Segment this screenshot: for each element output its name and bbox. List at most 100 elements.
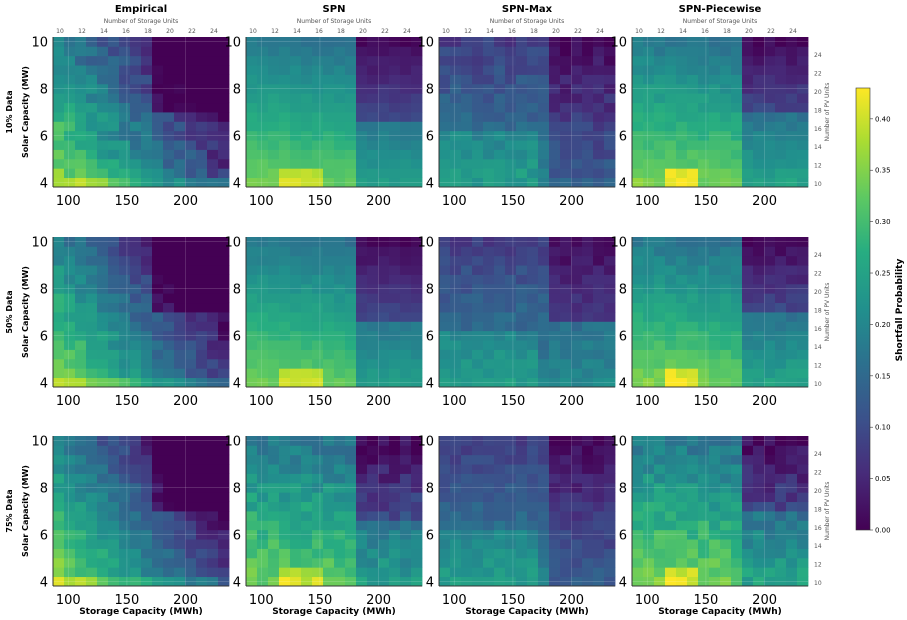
heatmap-cell [64, 454, 76, 465]
heatmap-cell [246, 330, 258, 341]
heatmap-cell [400, 74, 412, 85]
heatmap-cell [389, 283, 401, 294]
heatmap-cell [632, 511, 644, 521]
heatmap-cell [86, 340, 98, 350]
heatmap-cell [494, 121, 506, 132]
heatmap-cell [461, 130, 473, 141]
y-tick-label: 4 [619, 575, 627, 590]
heatmap-cell [141, 377, 153, 388]
heatmap-cell [505, 473, 517, 484]
heatmap-cell [163, 312, 175, 322]
heatmap-cell [494, 482, 506, 493]
heatmap-cell [367, 501, 379, 512]
heatmap-cell [141, 358, 153, 369]
heatmap-cell [764, 255, 776, 266]
top-tick-label: 24 [789, 28, 797, 35]
heatmap-cell [268, 454, 280, 465]
heatmap-cell [604, 368, 616, 379]
heatmap-cell [75, 436, 87, 446]
heatmap-cell [345, 557, 357, 568]
heatmap-cell [516, 37, 528, 47]
heatmap-cell [797, 149, 809, 160]
heatmap-cell [538, 482, 550, 493]
heatmap-cell [709, 293, 721, 304]
heatmap-cell [411, 492, 423, 503]
heatmap-cell [483, 520, 495, 531]
heatmap-cell [119, 83, 131, 94]
heatmap-cell [64, 140, 76, 150]
heatmap-cell [560, 557, 572, 568]
heatmap-cell [538, 539, 550, 549]
heatmap-cell [400, 293, 412, 304]
heatmap-cell [665, 74, 677, 85]
heatmap-cell [64, 321, 76, 332]
heatmap-cell [775, 548, 787, 559]
heatmap-cell [108, 283, 120, 294]
heatmap-cell [389, 121, 401, 132]
heatmap-cell [775, 102, 787, 113]
heatmap-cell [389, 436, 401, 446]
heatmap-cell [450, 548, 462, 559]
heatmap-cell [439, 265, 451, 275]
heatmap-cell [268, 557, 280, 568]
heatmap-cell [334, 454, 346, 465]
heatmap-cell [53, 168, 65, 179]
heatmap-cell [367, 548, 379, 559]
heatmap-cell [604, 557, 616, 568]
heatmap-cell [152, 112, 164, 122]
heatmap-cell [516, 473, 528, 484]
heatmap-cell [86, 436, 98, 446]
heatmap-cell [108, 340, 120, 350]
heatmap-cell [439, 293, 451, 304]
heatmap-cell [698, 255, 710, 266]
heatmap-cell [108, 149, 120, 160]
heatmap-cell [279, 55, 291, 66]
heatmap-cell [709, 46, 721, 57]
heatmap-cell [687, 520, 699, 531]
heatmap-cell [268, 274, 280, 285]
heatmap-cell [742, 520, 754, 531]
heatmap-cell [687, 492, 699, 503]
heatmap-cell [152, 520, 164, 531]
heatmap-cell [290, 83, 302, 94]
heatmap-cell [301, 548, 313, 559]
heatmap-cell [439, 511, 451, 521]
heatmap-cell [75, 140, 87, 150]
heatmap-cell [97, 168, 109, 179]
heatmap-cell [279, 283, 291, 294]
heatmap-cell [549, 529, 561, 540]
heatmap-cell [797, 576, 809, 587]
heatmap-cell [764, 274, 776, 285]
heatmap-cell [698, 74, 710, 85]
heatmap-cell [516, 557, 528, 568]
heatmap-cell [411, 149, 423, 160]
heatmap-cell [367, 168, 379, 179]
heatmap-cell [345, 74, 357, 85]
heatmap-cell [450, 454, 462, 465]
heatmap-cell [279, 312, 291, 322]
heatmap-cell [246, 445, 258, 456]
heatmap-cell [775, 265, 787, 275]
heatmap-cell [560, 349, 572, 360]
heatmap-cell [549, 255, 561, 266]
top-tick-label: 14 [293, 28, 301, 35]
heatmap-cell [676, 246, 688, 257]
heatmap-cell [560, 130, 572, 141]
colorbar-tick-label: 0.35 [875, 167, 891, 175]
right-tick-label: 10 [814, 181, 822, 188]
heatmap-cell [571, 83, 583, 94]
heatmap-cell [571, 130, 583, 141]
heatmap-cell [516, 576, 528, 587]
heatmap-cell [709, 576, 721, 587]
heatmap-cell [472, 121, 484, 132]
heatmap-cell [97, 482, 109, 493]
heatmap-cell [494, 255, 506, 266]
heatmap-cell [246, 293, 258, 304]
heatmap-cell [97, 368, 109, 379]
heatmap-cell [53, 445, 65, 456]
heatmap-cell [483, 293, 495, 304]
heatmap-cell [593, 576, 605, 587]
heatmap-cell [687, 130, 699, 141]
heatmap-cell [643, 83, 655, 94]
